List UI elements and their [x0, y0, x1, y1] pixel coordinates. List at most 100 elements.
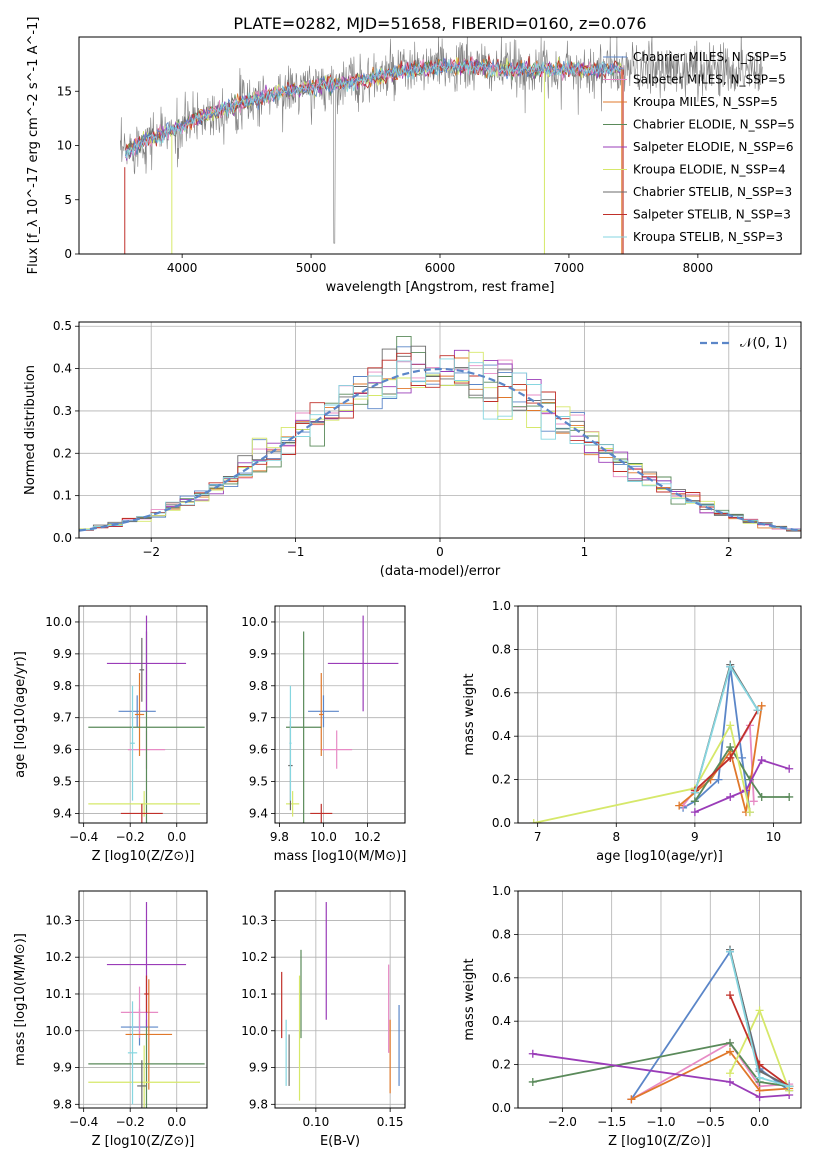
x-tick-label: 5000: [296, 261, 327, 275]
weight-marker: [714, 775, 723, 784]
x-tick-label: 0: [436, 545, 444, 559]
spectrum-lines: [120, 37, 763, 254]
x-tick-label: 0.0: [167, 1115, 186, 1129]
legend-entry: Kroupa MILES, N_SSP=5: [633, 95, 778, 109]
axes-frame: [517, 890, 802, 1109]
y-tick-label: 9.8: [249, 1097, 268, 1111]
y-tick-label: 9.8: [249, 679, 268, 693]
weight-marker: [528, 1077, 537, 1086]
age-vs-Z-points: [88, 615, 205, 823]
axes-frame: [78, 605, 208, 824]
x-tick-label: −0.4: [69, 830, 98, 844]
y-axis-label: Normed distribution: [23, 365, 38, 495]
y-axis-label: mass weight: [462, 673, 477, 755]
axes-frame: [517, 605, 802, 824]
x-axis-label: Z [log10(Z/Z⊙)]: [92, 1134, 195, 1149]
weight-marker: [757, 792, 766, 801]
y-tick-label: 9.4: [53, 806, 72, 820]
y-tick-label: 10.3: [241, 913, 268, 927]
age-vs-Z-axes: [75, 606, 207, 827]
weight-vs-age-series: [529, 660, 794, 823]
y-tick-label: 0.6: [492, 971, 511, 985]
y-tick-label: 0.1: [53, 489, 72, 503]
y-tick-label: 0.2: [53, 446, 72, 460]
y-tick-label: 10.0: [45, 615, 72, 629]
weight-marker: [726, 1069, 735, 1078]
x-tick-label: 2: [725, 545, 733, 559]
y-tick-label: 9.7: [53, 711, 72, 725]
weight-marker: [529, 819, 538, 823]
legend-entry: 𝒩(0, 1): [740, 336, 787, 351]
y-tick-label: 9.6: [53, 743, 72, 757]
legend-entry: Chabrier MILES, N_SSP=5: [633, 50, 787, 64]
x-axis-label: wavelength [Angstrom, rest frame]: [326, 280, 555, 295]
legend-entry: Salpeter ELODIE, N_SSP=6: [633, 140, 794, 154]
age-vs-mass-points: [286, 615, 399, 823]
y-axis-label: Flux [f_λ 10^-17 erg cm^-2 s^-1 A^-1]: [26, 17, 41, 275]
axes-frame: [78, 36, 802, 255]
axes-frame: [274, 890, 406, 1109]
histogram-lines: [79, 335, 801, 534]
x-tick-label: 8000: [683, 261, 714, 275]
weight-marker: [726, 947, 735, 956]
y-axis-label: age [log10(age/yr)]: [13, 651, 28, 778]
weight-marker: [757, 701, 766, 710]
weight-series-line: [533, 722, 751, 823]
y-tick-label: 0.2: [492, 1058, 511, 1072]
weight-marker: [785, 764, 794, 773]
legend-entry: Chabrier ELODIE, N_SSP=5: [633, 118, 795, 132]
x-tick-label: 1: [581, 545, 589, 559]
spectrum-axes: [75, 90, 699, 258]
weight-marker: [785, 1082, 794, 1091]
x-axis-label: E(B-V): [320, 1134, 360, 1149]
y-tick-label: 10.0: [45, 1024, 72, 1038]
mass-vs-Z-points: [88, 902, 205, 1108]
y-tick-label: 0.2: [492, 773, 511, 787]
weight-marker: [726, 721, 735, 730]
x-tick-label: 4000: [167, 261, 198, 275]
x-tick-label: −2.0: [548, 1115, 577, 1129]
y-tick-label: 0.6: [492, 686, 511, 700]
x-tick-label: 0.10: [302, 1115, 329, 1129]
weight-marker: [675, 801, 684, 810]
x-tick-label: 10.2: [354, 830, 381, 844]
y-tick-label: 5: [64, 193, 72, 207]
y-tick-label: 9.8: [53, 1097, 72, 1111]
x-tick-label: −0.4: [69, 1115, 98, 1129]
x-tick-label: −0.2: [116, 1115, 145, 1129]
x-tick-label: 7: [534, 830, 542, 844]
weight-marker: [755, 1006, 764, 1015]
axes-frame: [78, 890, 208, 1109]
y-tick-label: 0.8: [492, 927, 511, 941]
weight-marker: [757, 756, 766, 765]
x-tick-label: −2: [142, 545, 160, 559]
axes-frame: [274, 605, 406, 824]
weight-marker: [726, 753, 735, 762]
weight-marker: [528, 1049, 537, 1058]
y-tick-label: 15: [57, 84, 72, 98]
y-tick-label: 0.3: [53, 404, 72, 418]
y-tick-label: 1.0: [492, 599, 511, 613]
weight-marker: [690, 797, 699, 806]
normal-curve: [79, 367, 801, 532]
y-tick-label: 10.2: [45, 950, 72, 964]
legend-entry: Kroupa STELIB, N_SSP=3: [633, 230, 783, 244]
x-axis-label: Z [log10(Z/Z⊙)]: [92, 849, 195, 864]
legend-entry: Salpeter MILES, N_SSP=5: [633, 73, 786, 87]
y-tick-label: 1.0: [492, 884, 511, 898]
x-tick-label: −1: [287, 545, 305, 559]
y-tick-label: 0.4: [53, 362, 72, 376]
x-tick-label: 10.0: [310, 830, 337, 844]
x-tick-label: −0.5: [696, 1115, 725, 1129]
weight-marker: [738, 753, 747, 762]
y-tick-label: 10.3: [45, 913, 72, 927]
y-tick-label: 9.9: [249, 1061, 268, 1075]
x-tick-label: 0.15: [377, 1115, 404, 1129]
weight-marker: [726, 991, 735, 1000]
residual-histogram: [79, 358, 801, 532]
y-tick-label: 9.9: [249, 647, 268, 661]
x-axis-label: mass [log10(M/M⊙)]: [274, 849, 407, 864]
y-tick-label: 9.4: [249, 806, 268, 820]
